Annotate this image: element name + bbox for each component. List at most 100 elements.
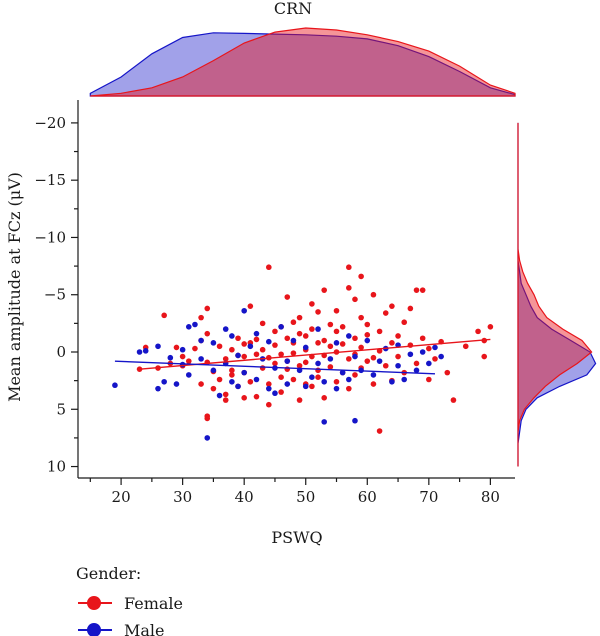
female-point [370,354,377,361]
female-point [253,351,260,358]
female-point [358,314,364,321]
male-point [235,383,241,390]
female-point [309,383,315,390]
chart-title: CRN [274,0,312,18]
female-point [272,328,278,335]
female-point [315,340,321,346]
female-point [450,397,457,403]
male-point [432,344,438,351]
male-point [333,385,340,392]
female-point [290,376,297,383]
male-point [333,340,340,346]
x-tick-label: 50 [296,488,315,506]
male-point [327,356,334,362]
female-point [241,341,247,347]
female-point [315,374,321,381]
y-tick-label: −10 [34,228,66,246]
male-point [266,338,272,345]
female-point [198,314,204,321]
female-point [333,307,340,314]
female-point [339,324,346,330]
male-point [284,358,291,364]
male-point [302,344,309,351]
female-point [389,340,395,346]
male-regression-line [114,360,436,375]
male-point [161,378,167,385]
female-point [358,344,364,351]
male-point [185,372,192,378]
female-point [370,381,377,387]
female-point [376,428,383,434]
female-point [266,264,272,271]
female-point [253,336,260,343]
female-point [321,287,327,293]
y-axis-label: Mean amplitude at FCz (μV) [5,172,24,402]
female-point [419,287,426,293]
right-density-marginal [517,122,597,467]
female-point [333,378,340,385]
female-point [327,364,334,370]
x-tick-label: 20 [112,488,131,506]
male-point [315,360,321,367]
x-tick-label: 40 [235,488,254,506]
male-point [112,382,118,389]
female-point [382,362,389,369]
male-point [210,367,217,374]
female-point [382,310,389,316]
male-point [302,383,309,390]
female-point [278,374,284,381]
female-point [321,337,327,344]
female-top-density [90,27,516,97]
male-point [389,378,395,385]
female-point [192,345,198,352]
female-point [216,376,223,383]
legend-swatch-marker [87,623,101,636]
male-point [155,385,161,392]
male-point [395,362,401,369]
female-point [247,378,254,385]
female-point [179,353,186,360]
female-point [278,389,284,395]
male-top-density [89,32,516,97]
female-point [327,321,334,328]
male-point [222,326,229,332]
female-point [296,314,303,321]
female-point [395,333,401,339]
female-point [413,360,420,367]
female-point [346,356,352,362]
female-point [462,343,469,350]
x-tick-label: 60 [358,488,377,506]
female-point [401,319,408,326]
male-point [426,360,432,367]
female-point [426,345,432,352]
female-point [284,294,291,300]
male-point [419,349,426,355]
male-point [438,353,444,360]
male-point [272,390,278,397]
female-point [444,369,451,376]
male-point [376,358,383,364]
female-right-density [517,122,593,467]
female-point [259,365,266,371]
scatter-points [112,264,494,441]
male-point [346,333,352,339]
male-point [370,372,377,378]
female-point [204,413,211,419]
male-point [352,353,358,360]
legend-swatch-marker [87,596,101,610]
male-point [204,435,211,441]
female-point [309,326,315,332]
female-point [419,335,426,342]
plot-axes: 20 30 40 50 60 70 80 −20 −15 −10 −5 0 5 10 [34,100,515,506]
female-point [229,367,235,374]
female-point [358,273,364,280]
female-point [290,350,297,356]
female-point [352,372,358,378]
female-point [173,344,180,351]
female-point [364,332,371,338]
male-point [179,346,186,353]
male-point [253,330,260,337]
legend-label: Female [124,594,183,613]
female-point [481,353,488,360]
legend-item-male: Male [78,621,165,636]
